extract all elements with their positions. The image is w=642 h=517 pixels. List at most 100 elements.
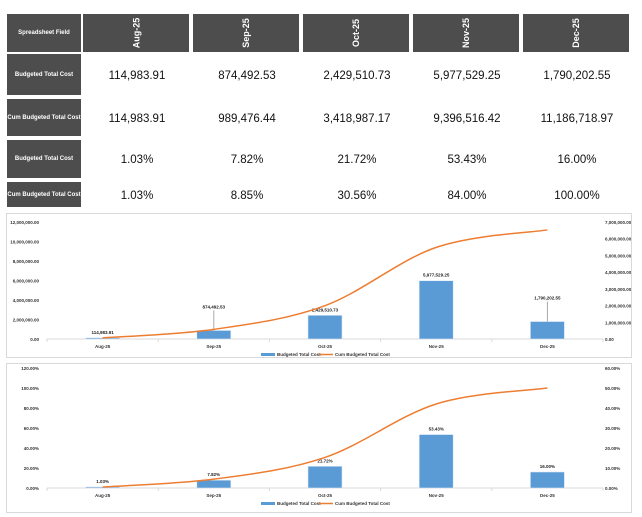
x-tick-label: Nov-25	[429, 493, 445, 498]
table-cell: 2,429,510.73	[323, 69, 391, 82]
x-tick-label: Oct-25	[318, 344, 333, 349]
y-tick-label: 0.00%	[26, 486, 39, 491]
table-cell: 30.56%	[337, 189, 377, 202]
month-label: Aug-25	[130, 17, 141, 49]
month-label: Nov-25	[460, 17, 471, 49]
bar	[85, 337, 120, 340]
y2-tick-label: 60.00%	[605, 366, 620, 371]
y-tick-label: 10,000,000.00	[10, 240, 39, 245]
y2-tick-label: 6,000,000.00	[605, 237, 631, 242]
y-tick-label: 120.00%	[21, 366, 39, 371]
x-tick-label: Sep-25	[206, 493, 221, 498]
data-label: 2,429,510.73	[312, 307, 339, 312]
table-cell: 8.85%	[230, 189, 264, 202]
y-tick-label: 80.00%	[24, 406, 39, 411]
header-month: Aug-25	[83, 14, 189, 52]
bar	[307, 315, 343, 340]
y2-tick-label: 7,000,000.00	[605, 220, 631, 225]
table-cell: 7.82%	[230, 154, 264, 166]
x-tick-label: Aug-25	[95, 344, 111, 349]
header-month: Nov-25	[413, 14, 519, 52]
bar	[530, 321, 565, 340]
y2-tick-label: 5,000,000.00	[605, 253, 631, 258]
table-cell: 16.00%	[557, 154, 597, 166]
y2-tick-label: 2,000,000.00	[605, 304, 631, 309]
table-cell: 5,977,529.25	[433, 69, 501, 82]
bar	[418, 434, 454, 489]
y-tick-label: 6,000,000.00	[13, 279, 40, 284]
y-tick-label: 40.00%	[24, 446, 39, 451]
table-cell: 1.03%	[120, 154, 154, 166]
legend-line-label: Cum Budgeted Total Cost	[335, 501, 390, 506]
header-month: Dec-25	[523, 14, 629, 52]
x-tick-label: Sep-25	[206, 344, 221, 349]
table-cell: 874,492.53	[218, 69, 276, 82]
data-label: 1.03%	[96, 479, 109, 484]
bar	[530, 471, 565, 489]
bar	[85, 486, 120, 489]
bar	[418, 280, 454, 340]
legend-bar-swatch	[261, 353, 275, 356]
bar	[307, 465, 343, 489]
y2-tick-label: 4,000,000.00	[605, 270, 631, 275]
table-cell: 9,396,516.42	[433, 112, 501, 125]
row-label: Budgeted Total Cost	[7, 54, 81, 95]
table-cell: 21.72%	[337, 154, 377, 166]
bar	[196, 330, 232, 340]
data-label: 53.43%	[429, 427, 444, 432]
legend-bar-swatch	[261, 502, 275, 505]
header-month: Sep-25	[193, 14, 299, 52]
y-tick-label: 4,000,000.00	[13, 298, 40, 303]
cum-line	[102, 229, 548, 339]
table-cell: 3,418,987.17	[323, 112, 391, 125]
month-label: Oct-25	[350, 18, 361, 48]
y-tick-label: 8,000,000.00	[13, 259, 40, 264]
y2-tick-label: 0.00	[605, 337, 614, 342]
x-tick-label: Oct-25	[318, 493, 333, 498]
y2-tick-label: 3,000,000.00	[605, 287, 631, 292]
x-tick-label: Dec-25	[540, 344, 555, 349]
x-tick-label: Aug-25	[95, 493, 111, 498]
cost-chart: 0.00 2,000,000.00 4,000,000.00 6,000,000.00…	[6, 213, 632, 358]
y-tick-label: 100.00%	[21, 386, 39, 391]
row-label: Budgeted Total Cost	[7, 140, 81, 178]
legend-bar-label: Budgeted Total Cost	[277, 352, 321, 357]
table-cell: 114,983.91	[108, 69, 166, 82]
y2-tick-label: 40.00%	[605, 406, 620, 411]
table-cell: 114,983.91	[108, 112, 166, 125]
y2-tick-label: 1,000,000.00	[605, 320, 631, 325]
data-label: 5,977,529.25	[423, 273, 450, 278]
y2-tick-label: 20.00%	[605, 446, 620, 451]
percent-chart-svg: 0.00% 20.00% 40.00% 60.00% 80.00% 100.00% 120.…	[21, 366, 620, 506]
row-label: Cum Budgeted Total Cost	[7, 182, 81, 207]
y2-tick-label: 10.00%	[605, 466, 620, 471]
y-tick-label: 12,000,000.00	[10, 220, 39, 225]
y2-tick-label: 0.00%	[605, 486, 618, 491]
data-label: 21.72%	[317, 458, 332, 463]
cum-line	[102, 387, 548, 488]
table-cell: 84.00%	[447, 189, 487, 202]
table-cell: 11,186,718.97	[540, 112, 614, 125]
legend-bar-label: Budgeted Total Cost	[277, 501, 321, 506]
month-label: Dec-25	[571, 18, 581, 48]
header-month: Oct-25	[303, 14, 409, 52]
data-label: 1,790,202.55	[534, 296, 561, 301]
bar	[196, 479, 232, 489]
x-tick-label: Dec-25	[540, 493, 555, 498]
table-cell: 100.00%	[554, 189, 600, 202]
y-tick-label: 0.00	[30, 337, 39, 342]
header-spreadsheet-field: Spreadsheet Field	[7, 14, 81, 52]
y-tick-label: 20.00%	[24, 466, 39, 471]
data-label: 874,492.53	[203, 304, 226, 309]
legend-line-label: Cum Budgeted Total Cost	[335, 352, 390, 357]
data-label: 114,983.91	[91, 330, 114, 335]
table-cell: 1.03%	[120, 189, 154, 202]
month-label: Sep-25	[240, 18, 251, 48]
table-cell: 53.43%	[447, 154, 487, 166]
y-tick-label: 2,000,000.00	[13, 318, 40, 323]
data-label: 7.82%	[207, 472, 220, 477]
row-label: Cum Budgeted Total Cost	[7, 99, 81, 136]
data-label: 16.00%	[540, 464, 555, 469]
x-tick-label: Nov-25	[429, 344, 445, 349]
table-cell: 1,790,202.55	[543, 69, 611, 82]
